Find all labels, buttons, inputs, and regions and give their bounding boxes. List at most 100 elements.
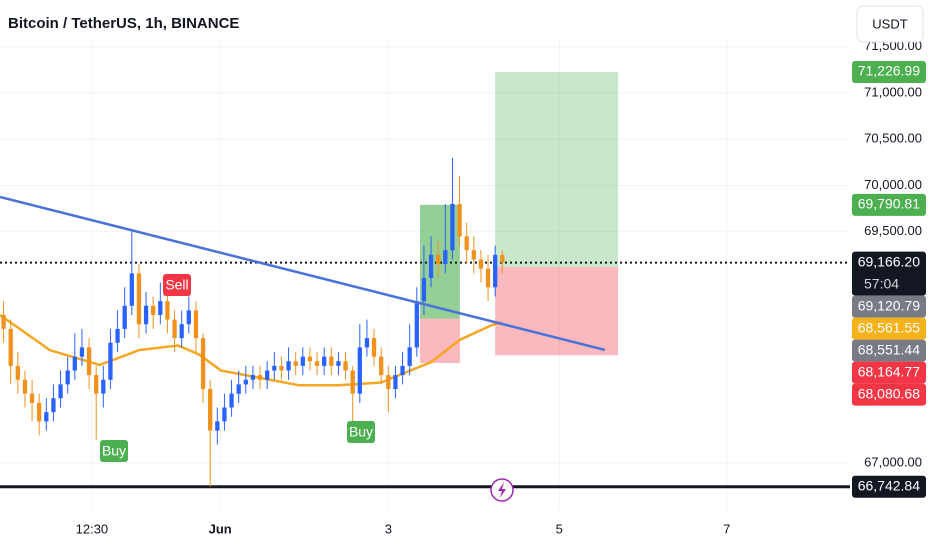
candle-body (421, 277, 427, 302)
candle-body (172, 319, 177, 339)
price-tag (852, 317, 926, 340)
event-icon-bolt (498, 482, 506, 498)
candle-body (386, 375, 391, 389)
candle-body (257, 375, 263, 380)
candle-body (286, 361, 291, 371)
candle-body (29, 393, 35, 403)
candle-body (329, 356, 334, 366)
price-tag (852, 251, 926, 296)
candle-body (343, 361, 348, 371)
candle-body (22, 379, 28, 394)
candle-body (493, 254, 498, 288)
ema-line (0, 313, 503, 387)
candle-body (400, 365, 405, 376)
candle-body (485, 268, 491, 288)
candle-body (436, 254, 441, 265)
candle-body (158, 301, 163, 315)
candle-body (336, 361, 341, 366)
candle-body (364, 338, 370, 348)
currency-button[interactable] (856, 5, 924, 43)
candle-body (200, 338, 206, 389)
signal-badge (163, 274, 191, 296)
y-tick-label: 67,000.00 (864, 454, 922, 469)
candle-body (86, 347, 92, 376)
price-tag (852, 383, 926, 406)
y-tick-label: 69,500.00 (864, 223, 922, 238)
price-countdown: 57:04 (864, 275, 899, 291)
candle-body (279, 365, 284, 371)
chart-title: Bitcoin / TetherUS, 1h, BINANCE (8, 15, 239, 32)
loss-zone (495, 266, 619, 356)
price-tag-label: 69,166.20 (858, 253, 920, 269)
candle-body (450, 203, 455, 251)
x-tick-label: 3 (385, 521, 392, 536)
candle-body (300, 356, 305, 366)
candle-body (94, 375, 99, 394)
x-tick-label: Jun (209, 521, 232, 536)
candle-body (37, 402, 42, 422)
candle-body (165, 301, 170, 320)
price-tag (852, 475, 926, 498)
price-tag (852, 295, 926, 318)
candle-body (101, 379, 106, 394)
price-tag (852, 339, 926, 362)
candle-body (51, 398, 56, 413)
x-tick-label: 5 (556, 521, 563, 536)
price-tag-label: 68,164.77 (858, 363, 920, 379)
y-tick-label: 71,000.00 (864, 84, 922, 99)
candle-body (72, 356, 77, 371)
candle-body (250, 375, 256, 380)
candle-body (215, 421, 220, 431)
x-tick-label: 7 (723, 521, 730, 536)
candle-body (357, 347, 362, 394)
currency-label[interactable]: USDT (872, 16, 907, 31)
candle-body (478, 259, 484, 269)
x-tick-label: 12:30 (76, 521, 109, 536)
candle-body (371, 338, 377, 357)
candle-body (414, 301, 419, 348)
candle-body (122, 305, 127, 329)
candle-body (129, 273, 134, 306)
price-tag (852, 193, 926, 216)
candle-body (293, 361, 298, 366)
candle-body (193, 310, 199, 339)
signal-badge (100, 440, 128, 462)
candle-body (428, 254, 434, 278)
candle-body (179, 324, 184, 339)
profit-zone (495, 71, 619, 267)
price-tag-label: 69,790.81 (858, 196, 920, 212)
price-tag-label: 68,551.44 (858, 341, 920, 357)
candle-body (186, 310, 191, 325)
price-tag-label: 71,226.99 (858, 63, 920, 79)
price-tag-label: 68,080.68 (858, 385, 920, 401)
candle-body (208, 388, 213, 431)
candle-body (143, 305, 149, 325)
candle-body (407, 347, 412, 366)
candle-body (115, 328, 120, 343)
candle-body (243, 379, 248, 385)
price-tag (852, 361, 926, 384)
candle-body (108, 342, 113, 380)
signal-label: Buy (102, 443, 126, 459)
candle-body (322, 356, 327, 366)
candle-body (136, 273, 142, 325)
candle-body (307, 356, 313, 362)
y-tick-label: 70,000.00 (864, 177, 922, 192)
candle-body (379, 356, 384, 376)
candle-body (8, 328, 13, 366)
candle-body (151, 305, 156, 315)
y-tick-label: 70,500.00 (864, 131, 922, 146)
price-tag-label: 68,561.55 (858, 319, 920, 335)
candle-body (265, 370, 270, 380)
candle-body (350, 370, 355, 394)
candle-body (222, 407, 227, 422)
candle-body (44, 412, 49, 422)
price-tag-label: 66,742.84 (858, 477, 920, 493)
signal-label: Buy (349, 424, 373, 440)
candle-body (393, 375, 398, 389)
trend-line (0, 195, 606, 352)
candle-body (236, 384, 241, 394)
candle-body (229, 393, 234, 408)
candle-body (443, 250, 448, 265)
candle-body (1, 314, 6, 329)
